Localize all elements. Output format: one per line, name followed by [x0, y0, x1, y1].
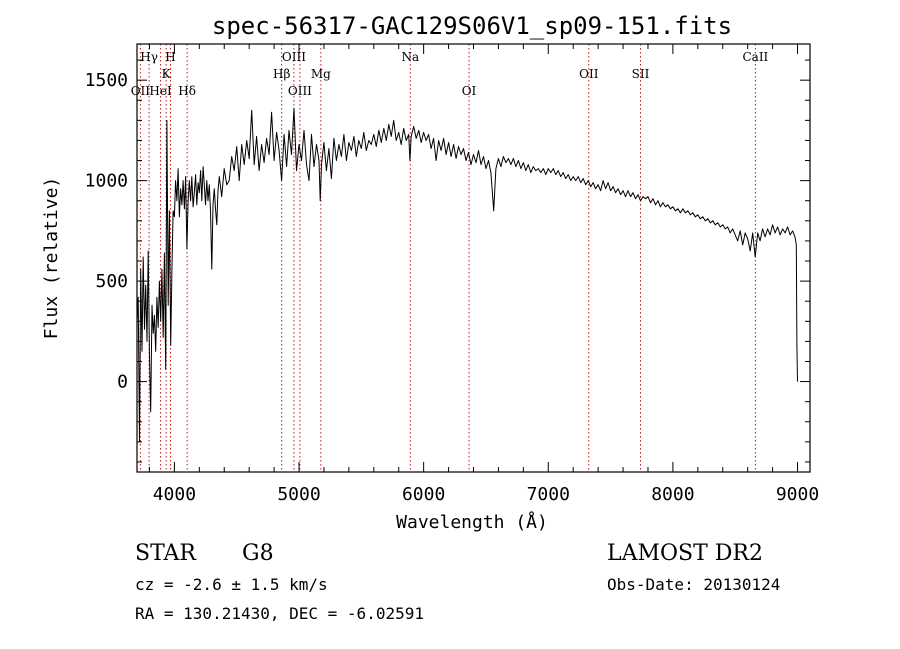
survey-name: LAMOST DR2: [607, 541, 763, 566]
y-axis-label: Flux (relative): [41, 177, 62, 340]
spectrum-line: [136, 107, 798, 443]
chart-title: spec-56317-GAC129S06V1_sp09-151.fits: [212, 12, 732, 40]
spectral-line-label-9: Mg: [311, 67, 331, 81]
y-tick-label: 1500: [85, 70, 128, 91]
spectral-line-label-12: OII: [579, 67, 599, 81]
spectral-line-label-10: Na: [401, 50, 419, 64]
spectral-line-label-2: HeI: [149, 84, 172, 98]
y-axis-ticks: 0 500 1000 1500: [85, 59, 810, 463]
object-class: STAR: [135, 541, 197, 566]
spectral-line-label-4: H: [165, 50, 175, 64]
plot-frame: [136, 43, 811, 473]
y-tick-label: 1000: [85, 171, 128, 192]
x-tick-label: 8000: [651, 484, 694, 505]
y-tick-label: 500: [95, 271, 128, 292]
x-tick-label: 7000: [527, 484, 570, 505]
observation-date: Obs-Date: 20130124: [607, 575, 780, 594]
spectral-line-label-0: OII: [131, 84, 151, 98]
y-tick-label: 0: [117, 372, 128, 393]
spectral-line-label-7: OIII: [282, 50, 306, 64]
x-tick-label: 5000: [277, 484, 320, 505]
spectral-line-markers: [139, 44, 756, 472]
redshift-readout: cz = -2.6 ± 1.5 km/s: [135, 575, 328, 594]
spectrum-layer: [136, 107, 798, 443]
spectral-line-labels: OII Hγ HeI KH Hδ Hβ OIII OIII Mg Na OI OII SII CaII: [131, 50, 769, 98]
x-tick-label: 9000: [776, 484, 819, 505]
coordinates-readout: RA = 130.21430, DEC = -6.02591: [135, 604, 424, 623]
spectral-line-label-1: Hγ: [140, 50, 158, 64]
x-axis-label: Wavelength (Å): [396, 511, 548, 533]
spectral-line-label-5: Hδ: [178, 84, 196, 98]
object-subclass: G8: [242, 541, 274, 566]
spectral-line-label-14: CaII: [742, 50, 768, 64]
x-tick-label: 6000: [402, 484, 445, 505]
spectral-line-label-13: SII: [632, 67, 650, 81]
x-tick-label: 4000: [153, 484, 196, 505]
spectral-line-label-3: K: [162, 67, 172, 81]
spectral-line-label-11: OI: [462, 84, 477, 98]
x-axis-ticks: 4000 5000 6000 7000 8000 9000: [148, 44, 819, 505]
spectral-line-label-8: OIII: [288, 84, 312, 98]
spectral-line-label-6: Hβ: [273, 67, 290, 81]
